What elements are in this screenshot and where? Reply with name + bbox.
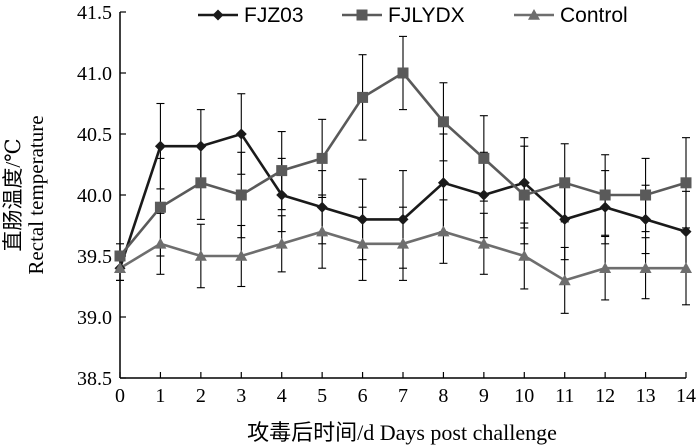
data-point-control: [680, 262, 692, 273]
data-point-fjz03: [599, 201, 611, 213]
data-point-control: [437, 225, 450, 237]
data-point-control: [356, 237, 369, 249]
data-point-fjlydx: [640, 189, 652, 201]
legend-marker-fjlydx: [356, 9, 368, 21]
data-point-control: [639, 262, 652, 273]
data-point-fjlydx: [437, 116, 449, 128]
x-tick-label: 12: [595, 385, 615, 407]
legend-label-control: Control: [560, 4, 628, 27]
x-tick-label: 14: [676, 385, 696, 407]
data-point-control: [599, 262, 612, 273]
x-tick-labels: 0 1 2 3 4 5 6 7 8 9 10 11 12 13 14: [115, 385, 696, 407]
x-tick-label: 5: [317, 385, 327, 407]
data-point-fjz03: [640, 213, 652, 225]
x-tick-label: 0: [115, 385, 125, 407]
y-tick-labels: 38.5 39.0 39.5 40.0 40.5 41.0 41.5: [77, 2, 112, 390]
data-point-fjlydx: [154, 201, 166, 213]
x-axis-label: 攻毒后时间/d Days post challenge: [247, 420, 557, 445]
x-tick-label: 10: [514, 385, 534, 407]
data-point-fjz03: [195, 140, 207, 152]
data-point-control: [518, 250, 531, 261]
data-point-fjlydx: [195, 177, 207, 189]
x-tick-label: 13: [636, 385, 656, 407]
y-tick-label: 38.5: [77, 368, 112, 390]
x-tick-label: 1: [155, 385, 165, 407]
x-tick-label: 3: [236, 385, 246, 407]
data-point-fjz03: [276, 189, 288, 201]
data-point-fjlydx: [114, 250, 126, 262]
x-tick-label: 8: [438, 385, 448, 407]
y-tick-label: 41.0: [77, 63, 112, 85]
data-point-control: [477, 237, 490, 249]
legend-label-fjz03: FJZ03: [244, 4, 304, 27]
data-point-control: [154, 237, 167, 249]
y-tick-label: 41.5: [77, 2, 112, 24]
legend-item-fjz03: FJZ03: [198, 4, 304, 27]
data-point-control: [316, 225, 329, 237]
y-axis-label-chinese: 直肠温度/℃: [1, 138, 25, 251]
x-tick-label: 9: [479, 385, 489, 407]
data-point-fjz03: [235, 128, 247, 140]
legend-item-fjlydx: FJLYDX: [342, 4, 465, 27]
data-point-fjz03: [478, 189, 490, 201]
data-point-control: [235, 250, 248, 261]
data-point-fjlydx: [276, 165, 288, 177]
data-point-control: [275, 237, 288, 249]
data-point-fjz03: [680, 226, 692, 238]
data-point-control: [114, 262, 126, 273]
data-point-fjz03: [437, 177, 449, 189]
data-point-control: [194, 250, 207, 261]
data-point-fjlydx: [235, 189, 247, 201]
data-point-fjlydx: [559, 177, 571, 189]
data-point-control: [397, 237, 409, 249]
x-tick-label: 2: [196, 385, 206, 407]
legend-label-fjlydx: FJLYDX: [388, 4, 465, 27]
data-point-fjz03: [559, 213, 571, 225]
y-tick-label: 39.0: [77, 307, 112, 329]
legend: FJZ03 FJLYDX Control: [198, 4, 628, 27]
x-tick-label: 7: [398, 385, 408, 407]
data-point-fjz03: [316, 201, 328, 213]
data-point-fjlydx: [357, 91, 369, 103]
data-point-fjz03: [518, 177, 530, 189]
data-point-fjz03: [357, 213, 369, 225]
data-point-fjlydx: [316, 152, 328, 164]
x-tick-label: 4: [277, 385, 287, 407]
data-point-fjlydx: [397, 67, 409, 79]
y-tick-label: 40.0: [77, 185, 112, 207]
y-axis-label-english: Rectal temperature: [24, 115, 48, 274]
data-point-fjlydx: [478, 152, 490, 164]
data-point-fjlydx: [599, 189, 611, 201]
axes: [119, 11, 687, 379]
y-tick-label: 39.5: [77, 246, 112, 268]
legend-marker-control: [528, 9, 540, 20]
data-point-fjlydx: [518, 189, 530, 201]
data-point-control: [558, 274, 571, 286]
x-tick-label: 6: [358, 385, 368, 407]
data-point-fjz03: [397, 213, 409, 225]
x-tick-label: 11: [555, 385, 574, 407]
legend-item-control: Control: [514, 4, 628, 27]
series-markers: [114, 67, 692, 286]
data-point-fjz03: [154, 140, 166, 152]
data-point-fjlydx: [680, 177, 692, 189]
legend-marker-fjz03: [212, 9, 224, 21]
y-tick-label: 40.5: [77, 124, 112, 146]
